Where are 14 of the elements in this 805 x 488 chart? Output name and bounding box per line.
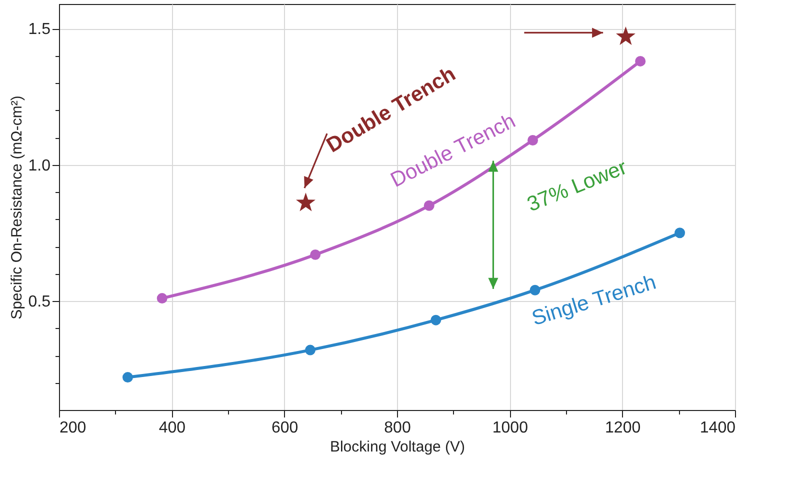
y-tick-label: 1.5 [28,21,51,38]
y-tick-label: 0.5 [28,294,51,311]
y-axis-title: Specific On-Resistance (mΩ-cm²) [8,96,26,320]
x-tick-label: 800 [384,420,411,436]
x-tick-label: 1200 [605,420,641,436]
x-tick-label: 1400 [700,420,736,436]
x-tick-label: 400 [158,420,186,436]
y-tick-label: 1.0 [28,157,51,174]
x-tick-label: 200 [60,420,86,436]
x-axis-title: Blocking Voltage (V) [330,438,466,456]
x-tick-label: 600 [271,420,298,436]
x-tick-label: 1000 [492,420,528,436]
annotation: 37% Lower [524,156,630,216]
text: Single Trench [529,270,659,330]
